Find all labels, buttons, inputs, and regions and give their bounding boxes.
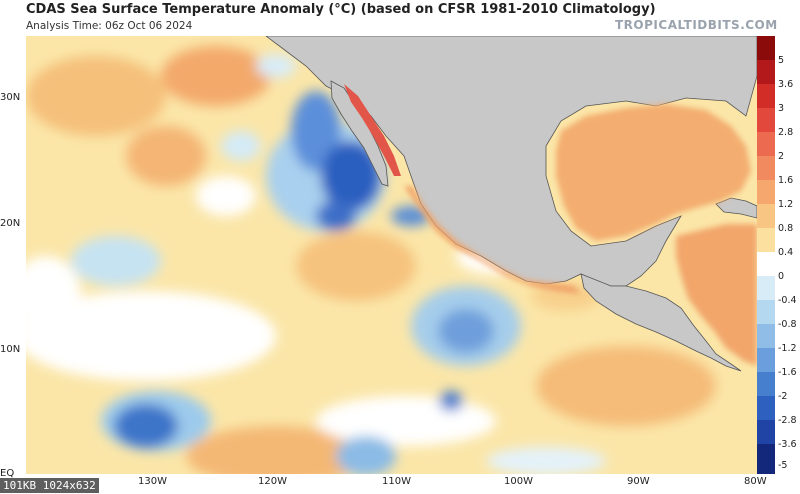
colorbar-label: -2.8 <box>778 415 797 426</box>
warm-anomaly <box>161 46 271 106</box>
colorbar-label: 3.6 <box>778 79 794 90</box>
cool-anomaly <box>439 391 463 411</box>
colorbar-segment <box>757 108 775 132</box>
neutral-anomaly <box>316 396 496 446</box>
colorbar-segment <box>757 372 775 396</box>
colorbar-segment <box>757 36 775 60</box>
cool-anomaly <box>221 131 261 161</box>
neutral-anomaly <box>196 176 256 216</box>
warm-anomaly <box>186 426 366 474</box>
gulf-of-mexico <box>556 104 751 241</box>
colorbar-label: 1.2 <box>778 199 794 210</box>
sst-anomaly-map <box>26 36 757 474</box>
colorbar <box>757 36 775 474</box>
colorbar-segment <box>757 84 775 108</box>
colorbar-label: 5 <box>778 55 785 66</box>
lon-label-120w: 120W <box>258 476 287 487</box>
cool-anomaly <box>438 309 494 353</box>
lat-label-30n: 30N <box>0 92 21 103</box>
map-title: CDAS Sea Surface Temperature Anomaly (°C… <box>26 2 656 17</box>
neutral-anomaly <box>26 291 276 381</box>
lat-label-20n: 20N <box>0 218 21 229</box>
colorbar-label: 0 <box>778 271 785 282</box>
colorbar-segment <box>757 204 775 228</box>
colorbar-label: -1.6 <box>778 367 797 378</box>
warm-anomaly <box>26 56 166 136</box>
lat-label-10n: 10N <box>0 344 21 355</box>
colorbar-segment <box>757 396 775 420</box>
image-info-overlay: 101KB 1024x632 <box>0 478 99 493</box>
cool-anomaly <box>114 404 178 448</box>
lon-label-130w: 130W <box>138 476 167 487</box>
lat-label-eq: EQ <box>0 468 15 479</box>
lon-label-100w: 100W <box>504 476 533 487</box>
colorbar-segment <box>757 60 775 84</box>
lon-label-80w: 80W <box>744 476 767 487</box>
cool-anomaly <box>321 141 381 211</box>
colorbar-label: -2 <box>778 391 788 402</box>
colorbar-segment <box>757 348 775 372</box>
colorbar-label: -0.4 <box>778 295 797 306</box>
colorbar-segment <box>757 444 775 474</box>
colorbar-label: 2.8 <box>778 127 794 138</box>
cool-anomaly <box>336 436 396 474</box>
lon-label-90w: 90W <box>627 476 650 487</box>
colorbar-segment <box>757 156 775 180</box>
colorbar-label: 1.6 <box>778 175 794 186</box>
colorbar-label: -3.6 <box>778 439 797 450</box>
colorbar-segment <box>757 300 775 324</box>
colorbar-segment <box>757 228 775 252</box>
lon-label-110w: 110W <box>382 476 411 487</box>
colorbar-label: 2 <box>778 151 785 162</box>
colorbar-label: 3 <box>778 103 785 114</box>
cool-anomaly <box>71 236 161 286</box>
colorbar-label: -1.2 <box>778 343 797 354</box>
gulf-of-california <box>344 84 401 176</box>
colorbar-label: 0.8 <box>778 223 794 234</box>
brand-watermark: TROPICALTIDBITS.COM <box>615 18 778 32</box>
colorbar-label: -0.8 <box>778 319 797 330</box>
colorbar-segment <box>757 420 775 444</box>
cool-anomaly <box>316 201 356 231</box>
land <box>265 36 757 372</box>
cool-anomaly <box>291 91 341 171</box>
colorbar-segment <box>757 180 775 204</box>
colorbar-segment <box>757 324 775 348</box>
colorbar-label: 0.4 <box>778 247 794 258</box>
warm-anomaly <box>536 346 716 426</box>
cool-anomaly <box>486 447 606 474</box>
analysis-time: Analysis Time: 06z Oct 06 2024 <box>26 20 193 32</box>
neutral-anomaly <box>26 256 81 336</box>
colorbar-segment <box>757 276 775 300</box>
warm-anomaly <box>126 126 206 186</box>
colorbar-label: -5 <box>778 460 788 471</box>
colorbar-segment <box>757 252 775 276</box>
cool-anomaly <box>256 54 296 78</box>
colorbar-segment <box>757 132 775 156</box>
caribbean-sea <box>676 224 757 366</box>
warm-anomaly <box>296 231 416 301</box>
